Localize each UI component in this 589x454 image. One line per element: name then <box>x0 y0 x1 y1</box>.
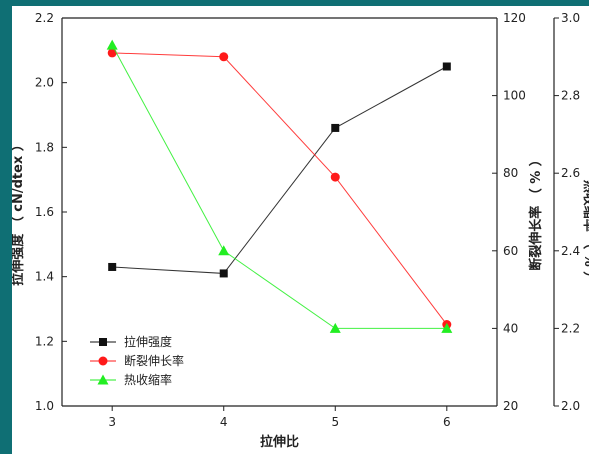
series-line-3 <box>112 45 447 328</box>
right2-tick-label: 2.2 <box>561 321 580 335</box>
left-tick-label: 2.2 <box>35 11 54 25</box>
legend-label: 拉伸强度 <box>124 334 172 349</box>
data-point <box>108 263 116 271</box>
data-point <box>331 124 339 132</box>
chart-frame: 3 4 5 6 拉伸比 1.0 1.2 1.4 1.6 1.8 2.0 2.2 拉伸强度 （ cN/dt… <box>12 6 589 454</box>
right2-tick-label: 2.4 <box>561 244 580 258</box>
x-tick-label: 6 <box>443 415 451 429</box>
legend-marker <box>99 357 108 366</box>
right2-axis-title: 热收缩率 （ % ） <box>581 180 589 285</box>
data-point <box>219 52 228 61</box>
left-tick-label: 2.0 <box>35 76 54 90</box>
series-line-1 <box>112 67 447 274</box>
x-tick-label: 5 <box>331 415 339 429</box>
right1-tick-label: 20 <box>503 399 518 413</box>
data-point <box>443 63 451 71</box>
right1-tick-label: 100 <box>503 89 526 103</box>
left-tick-label: 1.2 <box>35 334 54 348</box>
right2-tick-label: 2.6 <box>561 166 580 180</box>
legend-label: 热收缩率 <box>124 372 172 387</box>
chart-svg: 3 4 5 6 拉伸比 1.0 1.2 1.4 1.6 1.8 2.0 2.2 拉伸强度 （ cN/dt… <box>12 6 589 454</box>
legend-marker <box>99 338 107 346</box>
left-tick-label: 1.4 <box>35 270 54 284</box>
right2-tick-label: 2.0 <box>561 399 580 413</box>
x-tick-label: 4 <box>220 415 228 429</box>
right2-tick-label: 2.8 <box>561 89 580 103</box>
left-tick-label: 1.8 <box>35 140 54 154</box>
series-layer <box>107 40 453 333</box>
data-point <box>331 173 340 182</box>
right1-tick-label: 40 <box>503 321 518 335</box>
x-tick-label: 3 <box>108 415 116 429</box>
right1-tick-label: 80 <box>503 166 518 180</box>
data-point <box>220 269 228 277</box>
data-point <box>108 48 117 57</box>
left-axis-title: 拉伸强度 （ cN/dtex ） <box>12 138 26 286</box>
left-tick-label: 1.6 <box>35 205 54 219</box>
data-point <box>107 40 118 50</box>
data-point <box>218 245 229 255</box>
x-axis-title: 拉伸比 <box>260 434 299 450</box>
right1-tick-label: 60 <box>503 244 518 258</box>
left-tick-label: 1.0 <box>35 399 54 413</box>
legend-label: 断裂伸长率 <box>124 353 184 368</box>
right1-axis-title: 断裂伸长率 （ % ） <box>528 153 544 271</box>
right1-tick-label: 120 <box>503 11 526 25</box>
right2-tick-label: 3.0 <box>561 11 580 25</box>
